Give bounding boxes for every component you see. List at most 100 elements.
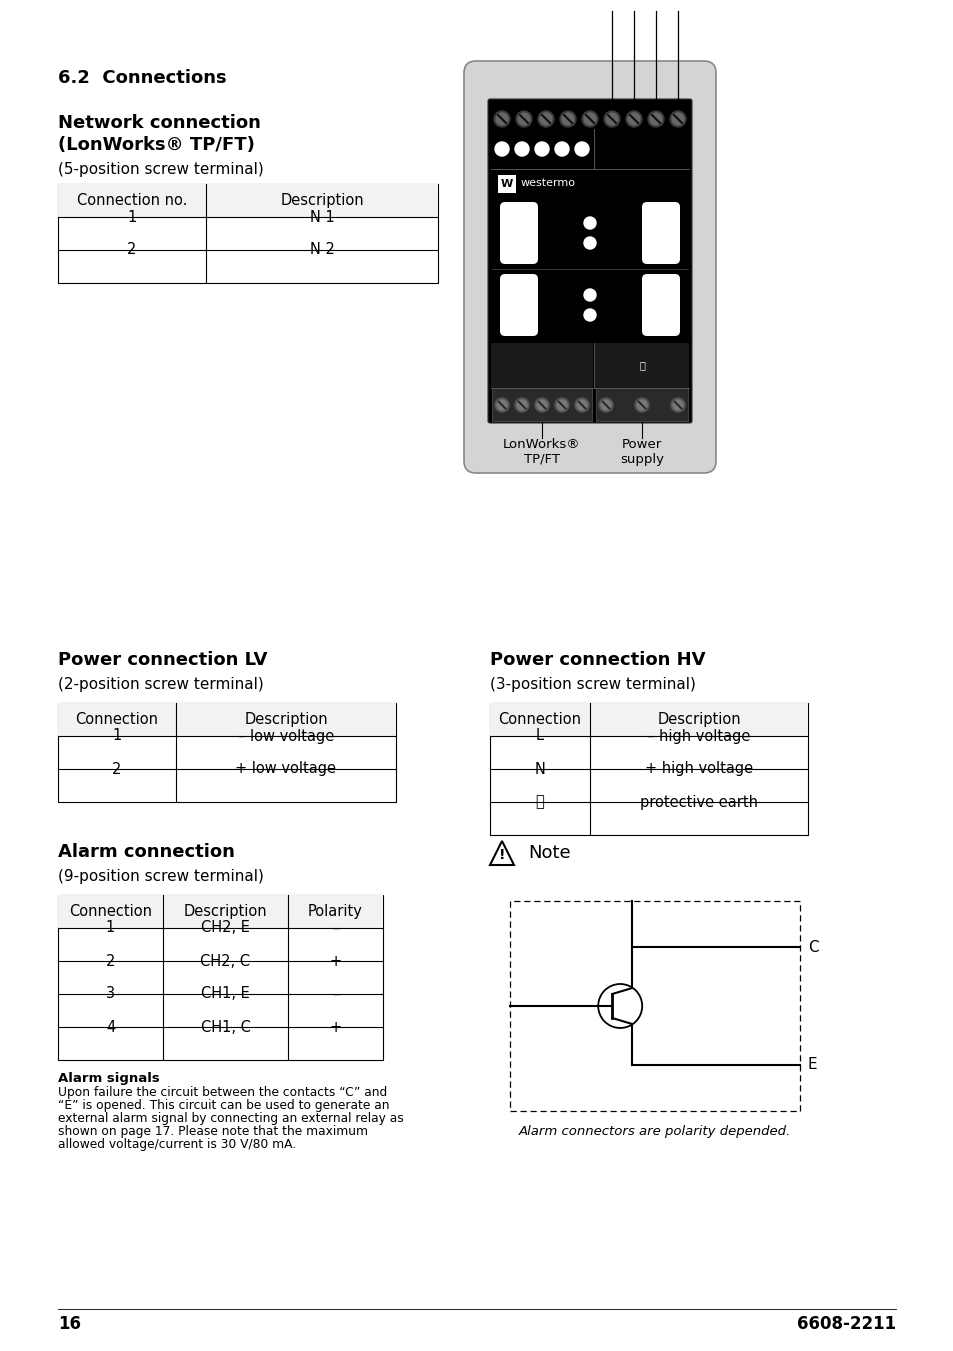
Text: CH1, E: CH1, E xyxy=(201,986,250,1001)
Text: 1: 1 xyxy=(112,728,121,743)
Text: N 2: N 2 xyxy=(309,242,335,258)
Text: Connection no.: Connection no. xyxy=(77,193,187,208)
Text: E: E xyxy=(807,1058,817,1073)
Text: 16: 16 xyxy=(58,1315,81,1333)
Text: –: – xyxy=(332,920,339,935)
Text: Note: Note xyxy=(527,844,570,862)
Circle shape xyxy=(637,400,646,409)
Text: 2: 2 xyxy=(106,954,115,969)
Text: +: + xyxy=(329,954,341,969)
Bar xyxy=(595,343,688,388)
Text: W: W xyxy=(500,178,513,189)
Text: Power connection HV: Power connection HV xyxy=(490,651,705,669)
Circle shape xyxy=(671,113,683,126)
Text: – low voltage: – low voltage xyxy=(237,728,334,743)
Text: 6.2  Connections: 6.2 Connections xyxy=(58,69,227,86)
Bar xyxy=(595,130,688,169)
Text: 4: 4 xyxy=(106,1020,115,1035)
Text: LonWorks®
TP/FT: LonWorks® TP/FT xyxy=(502,438,580,466)
Circle shape xyxy=(583,309,596,322)
Circle shape xyxy=(670,399,684,412)
Text: L: L xyxy=(536,728,543,743)
Circle shape xyxy=(603,111,619,127)
Circle shape xyxy=(625,111,641,127)
Text: CH1, C: CH1, C xyxy=(200,1020,251,1035)
Bar xyxy=(510,901,800,1111)
Circle shape xyxy=(600,400,610,409)
Text: Alarm signals: Alarm signals xyxy=(58,1071,159,1085)
Text: – high voltage: – high voltage xyxy=(647,728,750,743)
Circle shape xyxy=(555,399,568,412)
Text: 2: 2 xyxy=(112,762,122,777)
Circle shape xyxy=(495,142,509,155)
Bar xyxy=(58,894,382,1061)
Text: 1: 1 xyxy=(106,920,115,935)
Text: allowed voltage/current is 30 V/80 mA.: allowed voltage/current is 30 V/80 mA. xyxy=(58,1138,295,1151)
Circle shape xyxy=(672,400,682,409)
Bar xyxy=(491,130,593,169)
Bar xyxy=(58,703,395,802)
Text: (2-position screw terminal): (2-position screw terminal) xyxy=(58,677,263,692)
Circle shape xyxy=(647,111,663,127)
Circle shape xyxy=(557,400,566,409)
FancyBboxPatch shape xyxy=(641,203,679,263)
Text: C: C xyxy=(807,940,818,955)
Bar xyxy=(491,169,688,197)
Circle shape xyxy=(516,111,532,127)
Bar xyxy=(490,703,807,736)
Circle shape xyxy=(575,399,588,412)
Circle shape xyxy=(517,400,526,409)
Text: Description: Description xyxy=(280,193,363,208)
Text: Polarity: Polarity xyxy=(308,904,362,919)
Circle shape xyxy=(669,111,685,127)
FancyBboxPatch shape xyxy=(488,99,691,423)
Circle shape xyxy=(575,142,588,155)
Text: shown on page 17. Please note that the maximum: shown on page 17. Please note that the m… xyxy=(58,1125,368,1138)
Circle shape xyxy=(605,113,618,126)
Circle shape xyxy=(537,400,546,409)
Text: Alarm connectors are polarity depended.: Alarm connectors are polarity depended. xyxy=(518,1125,790,1138)
Text: 1: 1 xyxy=(128,209,136,224)
Text: Description: Description xyxy=(244,712,328,727)
Bar xyxy=(58,184,437,282)
Circle shape xyxy=(598,399,613,412)
Text: !: ! xyxy=(498,848,505,862)
FancyBboxPatch shape xyxy=(499,203,537,263)
Circle shape xyxy=(535,399,548,412)
Text: Connection: Connection xyxy=(498,712,581,727)
Circle shape xyxy=(495,399,509,412)
Text: CH2, E: CH2, E xyxy=(201,920,250,935)
Circle shape xyxy=(583,218,596,230)
Text: ⏚: ⏚ xyxy=(535,794,544,809)
Text: +: + xyxy=(329,1020,341,1035)
Circle shape xyxy=(583,289,596,301)
Circle shape xyxy=(497,400,506,409)
Bar xyxy=(497,176,516,193)
Bar xyxy=(596,388,687,422)
Circle shape xyxy=(649,113,661,126)
Bar xyxy=(490,703,807,835)
Circle shape xyxy=(496,113,507,126)
Text: 2: 2 xyxy=(127,242,136,258)
Circle shape xyxy=(555,142,568,155)
Text: + low voltage: + low voltage xyxy=(235,762,336,777)
FancyBboxPatch shape xyxy=(641,274,679,336)
Bar xyxy=(58,894,382,928)
Text: “E” is opened. This circuit can be used to generate an: “E” is opened. This circuit can be used … xyxy=(58,1098,389,1112)
Circle shape xyxy=(517,113,530,126)
Text: CH2, C: CH2, C xyxy=(200,954,251,969)
Circle shape xyxy=(577,400,586,409)
Circle shape xyxy=(535,142,548,155)
Circle shape xyxy=(598,984,641,1028)
Text: 6608-2211: 6608-2211 xyxy=(796,1315,895,1333)
Text: external alarm signal by connecting an external relay as: external alarm signal by connecting an e… xyxy=(58,1112,403,1125)
Circle shape xyxy=(635,399,648,412)
Text: Description: Description xyxy=(184,904,267,919)
Text: N 1: N 1 xyxy=(310,209,334,224)
Circle shape xyxy=(627,113,639,126)
Text: –: – xyxy=(332,986,339,1001)
Circle shape xyxy=(583,236,596,249)
Text: + high voltage: + high voltage xyxy=(644,762,752,777)
Text: (5-position screw terminal): (5-position screw terminal) xyxy=(58,162,263,177)
Text: Network connection: Network connection xyxy=(58,113,260,132)
